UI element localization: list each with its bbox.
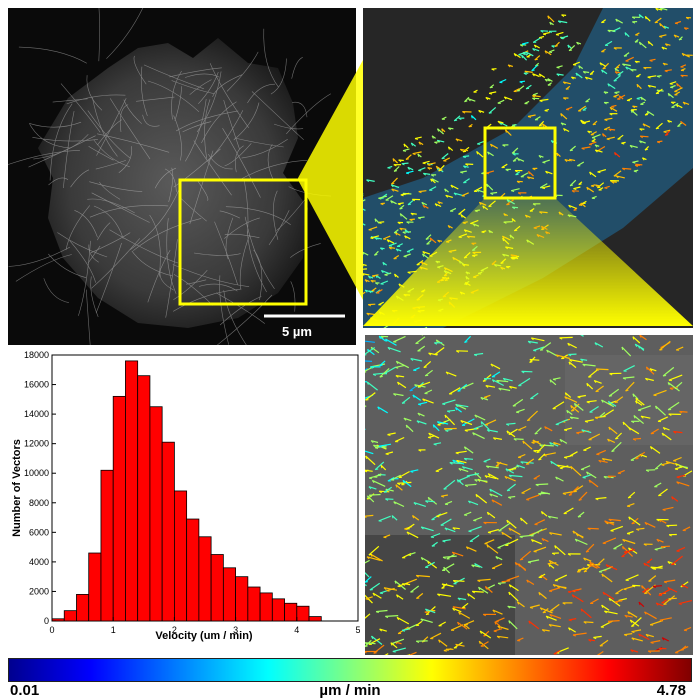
histogram-bar (235, 576, 249, 622)
histogram-bar (186, 518, 200, 622)
y-tick-label: 8000 (29, 498, 49, 508)
histogram-bar (210, 554, 224, 622)
y-tick-label: 4000 (29, 557, 49, 567)
histogram-bar (296, 605, 310, 622)
x-tick-label: 5 (355, 625, 360, 635)
velocity-histogram: 0 1 2 3 4 5 0 2000 4000 6000 8000 10000 12000 14000 16… (8, 345, 360, 645)
histogram-bar (125, 360, 139, 622)
scale-bar-label: 5 µm (282, 324, 312, 339)
x-tick-label: 0 (49, 625, 54, 635)
y-tick-label: 10000 (24, 468, 49, 478)
x-tick-label: 2 (172, 625, 177, 635)
colorbar-min-label: 0.01 (10, 682, 40, 699)
histogram-bar (284, 602, 298, 622)
histogram-bar (173, 490, 188, 622)
x-tick-label: 3 (233, 625, 238, 635)
y-tick-label: 18000 (24, 350, 49, 360)
y-tick-label: 2000 (29, 586, 49, 596)
velocity-field-overview (363, 8, 693, 328)
y-axis-label: Number of Vectors (11, 439, 23, 537)
colorbar-max-label: 4.78 (656, 682, 686, 699)
histogram-bar (76, 593, 90, 622)
histogram-bar (259, 592, 273, 622)
x-axis-label: Velocity (um / min) (155, 630, 253, 642)
histogram-bar (137, 375, 151, 622)
y-tick-label: 6000 (29, 527, 49, 537)
zoom-region-box (178, 178, 308, 306)
histogram-ticks: 0 1 2 3 4 5 0 2000 4000 6000 8000 10000 12000 14000 16… (24, 350, 360, 635)
histogram-bar (161, 441, 175, 622)
colorbar-unit-label: µm / min (319, 682, 381, 699)
histogram-bar (149, 406, 163, 622)
cell-body (38, 38, 308, 328)
histogram-bar (271, 598, 285, 622)
histogram-bar (63, 610, 77, 622)
histogram-bar (308, 616, 322, 622)
velocity-colorbar: 0.01 µm / min 4.78 (8, 658, 692, 699)
histogram-bar (112, 395, 126, 622)
colorbar-gradient (8, 658, 692, 682)
histogram-bar (247, 586, 261, 622)
histogram-bar (88, 552, 102, 622)
zoom-connector (298, 60, 363, 300)
histogram-bar (198, 536, 212, 622)
histogram-bars (51, 360, 322, 622)
y-tick-label: 14000 (24, 409, 49, 419)
x-tick-label: 1 (111, 625, 116, 635)
y-tick-label: 0 (44, 616, 49, 626)
histogram-bar (100, 469, 114, 622)
velocity-field-detail (365, 335, 693, 655)
velocity-vectors-detail (365, 335, 693, 655)
x-tick-label: 4 (294, 625, 299, 635)
y-tick-label: 16000 (24, 380, 49, 390)
y-tick-label: 12000 (24, 439, 49, 449)
histogram-bar (222, 567, 237, 622)
zoom-connector-2 (363, 198, 693, 326)
